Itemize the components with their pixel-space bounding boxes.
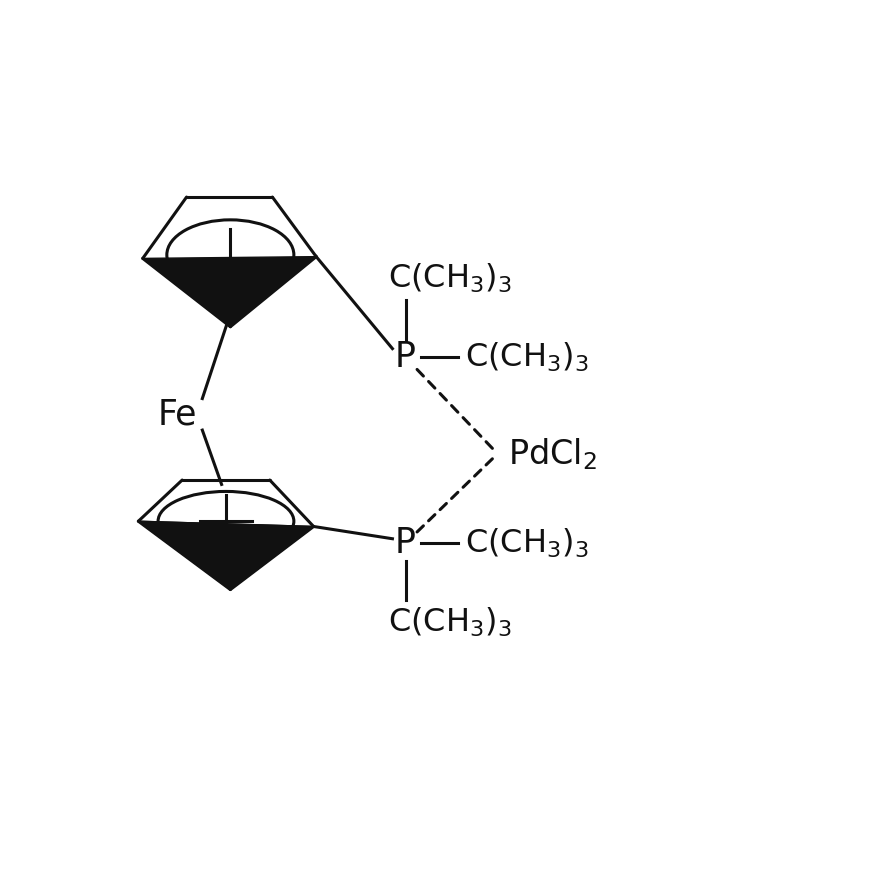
Polygon shape xyxy=(142,256,316,327)
Polygon shape xyxy=(138,522,313,589)
Text: $\mathrm{C(CH_3)_3}$: $\mathrm{C(CH_3)_3}$ xyxy=(388,262,512,295)
Polygon shape xyxy=(138,522,313,589)
Text: $\mathrm{C(CH_3)_3}$: $\mathrm{C(CH_3)_3}$ xyxy=(465,341,589,374)
Text: $\mathrm{C(CH_3)_3}$: $\mathrm{C(CH_3)_3}$ xyxy=(388,605,512,639)
Text: P: P xyxy=(395,340,417,375)
Text: $\mathrm{C(CH_3)_3}$: $\mathrm{C(CH_3)_3}$ xyxy=(465,526,589,560)
Text: P: P xyxy=(395,526,417,560)
Text: Fe: Fe xyxy=(158,397,198,432)
Text: $\mathrm{PdCl_2}$: $\mathrm{PdCl_2}$ xyxy=(508,436,597,472)
